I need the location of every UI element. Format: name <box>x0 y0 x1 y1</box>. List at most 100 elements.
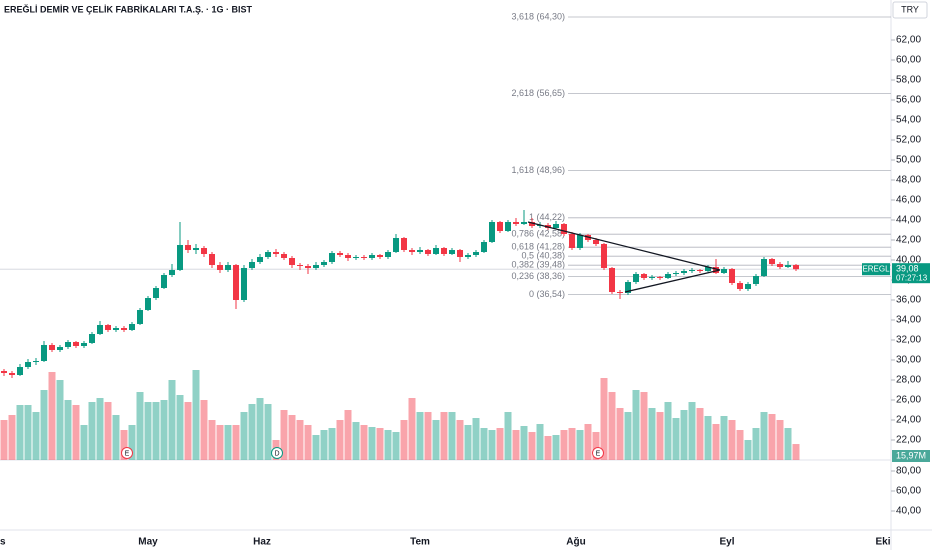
volume-bar <box>552 435 560 460</box>
volume-bar <box>792 444 800 460</box>
volume-bar <box>8 415 16 460</box>
volume-bar <box>64 400 72 460</box>
volume-bar <box>688 402 696 460</box>
event-marker <box>121 447 133 459</box>
volume-bar <box>96 398 104 460</box>
candle-body <box>777 264 783 267</box>
candle-body <box>473 252 479 255</box>
candle-body <box>17 367 23 375</box>
candle-body <box>321 262 327 265</box>
volume-tick-label: 40,00 <box>896 506 921 517</box>
candle-body <box>497 222 503 231</box>
candle-body <box>753 276 759 284</box>
candle-body <box>177 245 183 270</box>
candle-body <box>121 328 127 330</box>
x-tick-label: Eki <box>875 537 890 548</box>
candle-body <box>161 275 167 288</box>
volume-bar <box>576 430 584 460</box>
volume-bar <box>704 416 712 460</box>
candle-body <box>97 325 103 334</box>
candle-body <box>433 248 439 254</box>
event-marker <box>592 447 604 459</box>
volume-bar <box>456 420 464 460</box>
volume-bar <box>304 425 312 460</box>
event-label: E <box>596 450 601 457</box>
fib-label: 2,618 (56,65) <box>511 88 565 98</box>
candle-body <box>697 270 703 271</box>
volume-tick-label: 80,00 <box>896 466 921 477</box>
volume-bar <box>416 412 424 460</box>
candle-body <box>1 371 7 373</box>
y-tick-label: 62,00 <box>896 35 921 46</box>
volume-label: 15,97M <box>896 450 926 460</box>
candle-body <box>681 271 687 273</box>
volume-bar <box>48 372 56 460</box>
volume-bar <box>712 424 720 460</box>
candle-body <box>297 265 303 266</box>
fib-label: 0,5 (40,38) <box>521 251 565 261</box>
candle-body <box>441 248 447 254</box>
candle-body <box>673 273 679 274</box>
candle-body <box>505 222 511 231</box>
volume-tick-label: 60,00 <box>896 486 921 497</box>
volume-bar <box>472 418 480 460</box>
volume-bar <box>320 430 328 460</box>
y-tick-label: 26,00 <box>896 395 921 406</box>
volume-bar <box>728 420 736 460</box>
candle-body <box>105 325 111 330</box>
currency-box[interactable] <box>892 1 928 19</box>
y-tick-label: 32,00 <box>896 335 921 346</box>
volume-bar <box>464 425 472 460</box>
candle-body <box>737 283 743 289</box>
volume-bar <box>496 428 504 460</box>
volume-bar <box>624 412 632 460</box>
candle-body <box>57 347 63 350</box>
volume-bar <box>168 380 176 460</box>
candle-body <box>657 277 663 278</box>
candle-body <box>89 334 95 343</box>
volume-bar <box>488 430 496 460</box>
volume-bar <box>104 402 112 460</box>
event-label: D <box>274 450 279 457</box>
candle-body <box>705 267 711 271</box>
candle-body <box>33 361 39 362</box>
volume-bar <box>256 398 264 460</box>
volume-bar <box>736 430 744 460</box>
volume-bar <box>536 424 544 460</box>
trend-line <box>624 269 721 293</box>
candle-body <box>169 270 175 275</box>
volume-bar <box>0 420 8 460</box>
candle-body <box>113 328 119 330</box>
fib-label: 0,786 (42,58) <box>511 229 565 239</box>
candle-body <box>649 277 655 278</box>
volume-bar <box>184 402 192 460</box>
candle-body <box>481 242 487 252</box>
y-tick-label: 42,00 <box>896 235 921 246</box>
candle-body <box>241 268 247 300</box>
chart-title: EREĞLİ DEMİR VE ÇELİK FABRİKALARI T.A.Ş.… <box>4 3 253 14</box>
price-label: 39,08 <box>896 264 919 274</box>
candle-body <box>377 255 383 257</box>
x-tick-label: Eyl <box>719 537 734 548</box>
volume-bar <box>656 412 664 460</box>
candle-body <box>641 274 647 278</box>
candle-body <box>409 250 415 252</box>
candle-body <box>385 252 391 257</box>
volume-bar <box>344 410 352 460</box>
candle-body <box>313 265 319 268</box>
y-tick-label: 50,00 <box>896 155 921 166</box>
candle-body <box>729 269 735 283</box>
volume-bar <box>768 414 776 460</box>
volume-bar <box>192 370 200 460</box>
candle-body <box>601 244 607 268</box>
volume-bar <box>40 390 48 460</box>
candle-body <box>425 250 431 254</box>
volume-bar <box>216 425 224 460</box>
candle-body <box>761 259 767 276</box>
y-tick-label: 22,00 <box>896 435 921 446</box>
volume-bar <box>640 392 648 460</box>
y-tick-label: 52,00 <box>896 135 921 146</box>
candle-body <box>289 258 295 265</box>
volume-bar <box>144 402 152 460</box>
